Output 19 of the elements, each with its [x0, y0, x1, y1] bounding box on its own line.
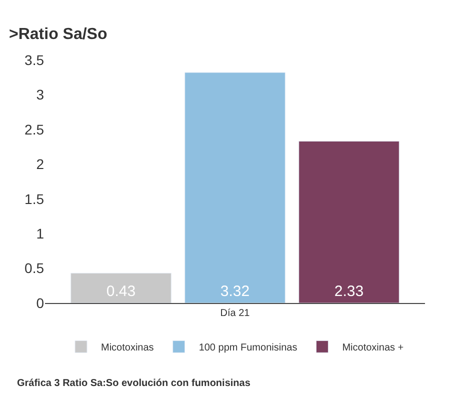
bar: [298, 140, 400, 303]
bar: [184, 72, 286, 303]
data-label: 2.33: [334, 283, 364, 300]
text: Gráfica 3 Ratio Sa:So evolución con fumonisinas: [17, 378, 251, 389]
y-tick-label: 2.5: [24, 121, 44, 138]
y-tick-label: 1.5: [24, 190, 44, 207]
bar: [70, 272, 172, 303]
legend-label: 100 ppm Fumonisinas: [198, 342, 298, 354]
y-tick-label: 0.5: [24, 260, 44, 276]
y-tick-label: 1: [36, 225, 44, 242]
data-label: 3.32: [220, 283, 250, 300]
chart-title: >Ratio Sa/So: [9, 26, 108, 44]
y-tick-label: 2: [36, 156, 44, 172]
legend-label: Micotoxinas: [101, 342, 154, 354]
x-tick-label: Día 21: [220, 308, 250, 319]
y-tick-label: 0: [36, 294, 44, 311]
legend-label: Micotoxinas +: [342, 342, 404, 354]
y-tick-label: 3.5: [24, 52, 44, 68]
y-tick-label: 3: [36, 86, 44, 103]
